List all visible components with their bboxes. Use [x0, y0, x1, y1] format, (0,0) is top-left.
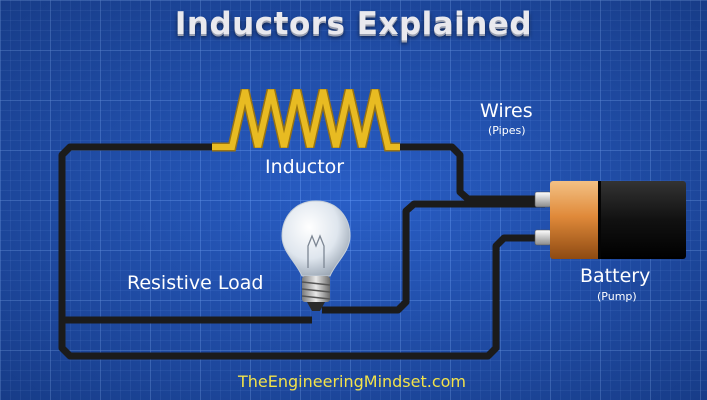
resistive-load-label: Resistive Load — [127, 272, 264, 294]
wire-lamp-right — [322, 200, 545, 314]
inductor-coil — [212, 88, 400, 152]
battery-sublabel: (Pump) — [597, 290, 637, 303]
battery — [534, 181, 686, 259]
wire-inductor-loop — [58, 143, 545, 360]
wires-label: Wires — [480, 100, 533, 122]
wires-sublabel: (Pipes) — [488, 124, 526, 137]
wire-inductor-right — [400, 143, 545, 203]
website-label: TheEngineeringMindset.com — [238, 372, 467, 391]
battery-label: Battery — [580, 265, 651, 287]
inductor-label: Inductor — [265, 156, 345, 178]
light-bulb — [281, 200, 351, 311]
page-title: Inductors Explained — [174, 6, 533, 42]
